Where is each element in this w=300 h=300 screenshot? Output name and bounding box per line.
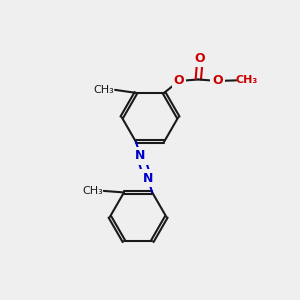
Text: CH₃: CH₃ bbox=[94, 85, 115, 95]
Text: O: O bbox=[174, 74, 184, 88]
Text: N: N bbox=[142, 172, 153, 185]
Text: O: O bbox=[212, 74, 223, 88]
Text: CH₃: CH₃ bbox=[235, 75, 258, 85]
Text: N: N bbox=[135, 149, 146, 162]
Text: O: O bbox=[194, 52, 205, 64]
Text: CH₃: CH₃ bbox=[82, 186, 103, 196]
